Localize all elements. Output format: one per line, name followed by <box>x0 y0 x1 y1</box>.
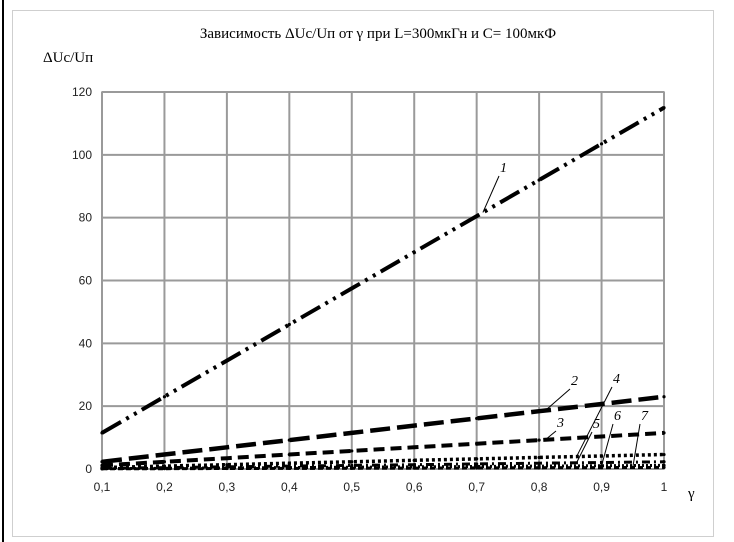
series-3-point <box>662 431 666 435</box>
series-7-point <box>537 466 541 470</box>
series-line-1 <box>100 105 666 435</box>
series-4-point <box>350 460 354 464</box>
callout-label-4: 4 <box>613 372 620 387</box>
y-axis-label: ΔUc/Uп <box>43 50 93 66</box>
series-1-point <box>162 395 167 399</box>
callout-leader-4 <box>576 386 613 457</box>
callout-label-2: 2 <box>571 374 578 389</box>
series-2-point <box>537 409 541 413</box>
x-tick-label: 0,4 <box>281 480 298 494</box>
x-tick-label: 0,5 <box>343 480 360 494</box>
series-7-point <box>225 466 229 471</box>
x-tick-label: 0,6 <box>406 480 423 494</box>
series-lines <box>100 105 666 471</box>
y-tick-label: 20 <box>79 399 93 413</box>
series-1-point <box>100 431 104 435</box>
left-border-line <box>2 0 4 542</box>
series-1-point <box>537 178 541 182</box>
series-line-2 <box>101 394 665 465</box>
series-4-point <box>662 452 666 457</box>
callout-label-6: 6 <box>614 409 621 424</box>
series-line-4 <box>101 452 665 470</box>
series-7-point <box>350 466 354 470</box>
series-1-point <box>225 359 229 363</box>
callout-leader-6 <box>601 423 614 466</box>
tick-labels: 0,1 0,2 0,3 0,4 0,5 0,6 0,7 0,8 0,9 1 0 20 40 60 80 100… <box>72 85 668 494</box>
series-line-7 <box>101 465 665 471</box>
series-1-point <box>350 286 354 290</box>
series-7-point <box>412 466 416 470</box>
series-2-point <box>287 438 291 442</box>
series-3-point <box>350 449 354 453</box>
y-tick-label: 40 <box>79 336 93 350</box>
series-3-point <box>412 445 416 449</box>
series-7-point <box>599 465 604 470</box>
series-2-point <box>100 460 104 464</box>
series-5-point <box>475 462 479 466</box>
series-3-point <box>537 438 541 442</box>
series-4-point <box>287 461 291 465</box>
series-7-point <box>162 467 167 471</box>
series-2-point <box>599 402 604 406</box>
series-1-point <box>599 142 604 146</box>
series-4-point <box>537 455 541 460</box>
series-1-point <box>412 250 416 254</box>
x-tick-label: 0,1 <box>94 480 111 494</box>
series-7-point <box>475 466 479 470</box>
series-2-point <box>162 452 167 457</box>
series-3-point <box>162 460 167 464</box>
callout-label-7: 7 <box>641 409 649 424</box>
x-tick-label: 0,7 <box>468 480 485 494</box>
x-tick-label: 0,3 <box>219 480 236 494</box>
callout-leader-2 <box>545 388 571 411</box>
series-line-3 <box>101 430 665 468</box>
curve-callouts: 1 2 3 4 56 7 <box>482 161 649 468</box>
y-tick-label: 80 <box>79 211 93 225</box>
series-1-point <box>475 214 479 218</box>
callout-leader-3 <box>545 430 557 441</box>
series-2-point <box>412 424 416 428</box>
x-tick-label: 0,2 <box>156 480 173 494</box>
series-5-point <box>662 460 666 464</box>
series-3-point <box>475 442 479 446</box>
series-4-point <box>475 457 479 461</box>
callout-label-5: 5 <box>593 417 600 432</box>
grid <box>101 91 665 470</box>
callout-leader-5 <box>576 431 593 464</box>
series-3-point <box>225 456 229 460</box>
series-4-point <box>412 458 416 462</box>
y-tick-label: 120 <box>72 85 92 99</box>
series-4-point <box>599 454 604 458</box>
series-1-point <box>287 322 291 327</box>
x-tick-label: 0,8 <box>531 480 548 494</box>
callout-leader-1 <box>482 175 500 213</box>
series-2-point <box>662 395 666 399</box>
series-2-point <box>475 416 479 421</box>
series-7-point <box>100 467 104 471</box>
chart-title: Зависимость ΔUc/Uп от γ при L=300мкГн и … <box>200 26 556 42</box>
series-1-point <box>662 106 666 110</box>
series-7-point <box>662 465 666 470</box>
x-axis-label: γ <box>687 486 695 502</box>
series-2-point <box>350 431 354 435</box>
y-tick-label: 60 <box>79 274 93 288</box>
x-tick-label: 1 <box>661 480 668 494</box>
series-3-point <box>599 434 604 439</box>
series-7-point <box>287 466 291 470</box>
series-2-point <box>225 445 229 449</box>
series-5-point <box>537 461 541 465</box>
callout-label-1: 1 <box>500 161 507 176</box>
callout-label-3: 3 <box>556 416 564 431</box>
callout-leader-7 <box>632 423 641 468</box>
series-3-point <box>287 452 291 457</box>
y-tick-label: 100 <box>72 148 92 162</box>
y-tick-label: 0 <box>85 462 92 476</box>
x-tick-label: 0,9 <box>593 480 610 494</box>
